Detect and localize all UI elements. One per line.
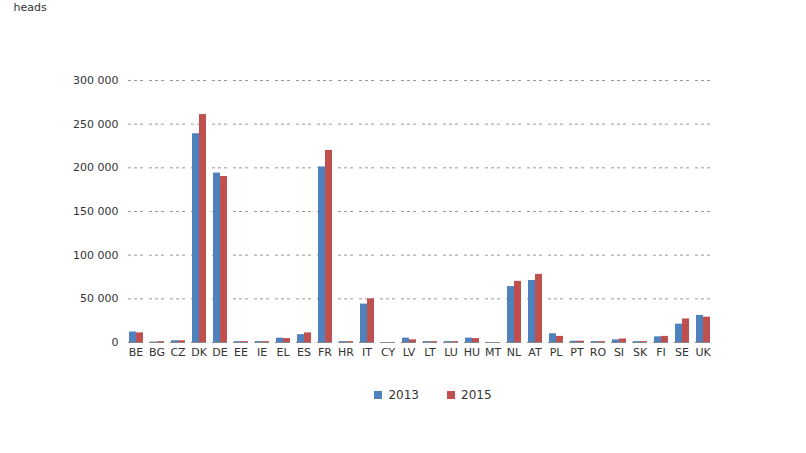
svg-text:PL: PL — [550, 346, 564, 359]
svg-text:50 000: 50 000 — [80, 292, 119, 305]
svg-text:heads: heads — [14, 1, 47, 14]
svg-text:NL: NL — [507, 346, 522, 359]
svg-text:EE: EE — [234, 346, 248, 359]
svg-text:LT: LT — [424, 346, 436, 359]
svg-text:FR: FR — [318, 346, 332, 359]
svg-text:MT: MT — [485, 346, 501, 359]
svg-text:0: 0 — [112, 336, 119, 349]
svg-text:250 000: 250 000 — [73, 118, 119, 131]
svg-text:IT: IT — [362, 346, 372, 359]
svg-text:FI: FI — [656, 346, 666, 359]
svg-text:UK: UK — [695, 346, 711, 359]
svg-text:EL: EL — [276, 346, 290, 359]
svg-text:CZ: CZ — [170, 346, 186, 359]
html-text:2015: 2015 — [461, 388, 492, 402]
svg-text:LV: LV — [403, 346, 416, 359]
svg-text:ES: ES — [297, 346, 311, 359]
svg-text:SI: SI — [614, 346, 624, 359]
svg-text:HU: HU — [464, 346, 480, 359]
svg-text:RO: RO — [590, 346, 607, 359]
svg-text:BG: BG — [149, 346, 165, 359]
svg-text:HR: HR — [338, 346, 354, 359]
svg-text:AT: AT — [528, 346, 542, 359]
svg-text:BE: BE — [129, 346, 144, 359]
svg-text:SK: SK — [633, 346, 648, 359]
svg-text:150 000: 150 000 — [73, 205, 119, 218]
html-text:2013: 2013 — [388, 388, 419, 402]
svg-text:SE: SE — [675, 346, 689, 359]
svg-text:DK: DK — [191, 346, 207, 359]
svg-text:PT: PT — [570, 346, 584, 359]
svg-text:IE: IE — [257, 346, 267, 359]
svg-text:DE: DE — [212, 346, 227, 359]
svg-text:CY: CY — [381, 346, 395, 359]
svg-text:200 000: 200 000 — [73, 161, 119, 174]
svg-text:300 000: 300 000 — [73, 74, 119, 87]
svg-text:100 000: 100 000 — [73, 249, 119, 262]
svg-text:LU: LU — [444, 346, 458, 359]
